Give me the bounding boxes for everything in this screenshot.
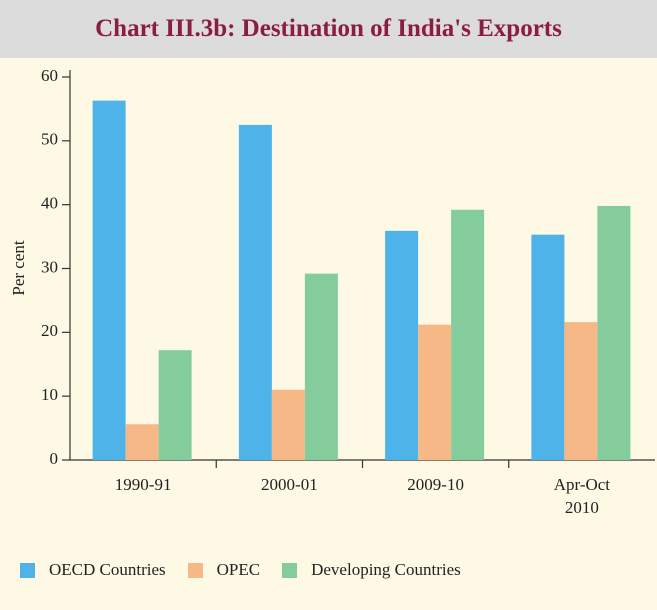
bar [451, 209, 485, 460]
bar [92, 100, 126, 460]
legend-swatch [20, 562, 35, 578]
bar [238, 124, 272, 460]
legend-item: OPEC [187, 560, 261, 580]
x-tick-label: Apr-Oct 2010 [553, 475, 611, 517]
x-tick-label: 2000-01 [261, 475, 318, 494]
y-tick-label: 10 [41, 385, 58, 404]
legend-item: Developing Countries [282, 560, 461, 580]
x-tick-label: 1990-91 [114, 475, 172, 494]
title-bar: Chart III.3b: Destination of India's Exp… [0, 0, 657, 58]
legend-swatch [282, 562, 298, 578]
chart-title: Chart III.3b: Destination of India's Exp… [95, 15, 562, 42]
legend-swatch [187, 562, 203, 578]
legend-item: OECD Countries [20, 560, 166, 580]
legend-label: OECD Countries [49, 560, 166, 579]
x-tick-label: 2009-10 [407, 475, 464, 494]
bar [304, 273, 338, 460]
bar [531, 234, 565, 460]
bar [564, 322, 598, 460]
legend-label: Developing Countries [311, 560, 461, 579]
y-axis-label: Per cent [9, 240, 28, 296]
y-tick-label: 30 [41, 257, 58, 276]
bar [597, 205, 631, 460]
bar [385, 230, 419, 460]
bar [158, 350, 192, 460]
y-tick-label: 60 [41, 66, 58, 85]
y-tick-label: 0 [50, 449, 59, 468]
legend: OECD Countries OPEC Developing Countries [20, 560, 483, 580]
legend-label: OPEC [216, 560, 261, 579]
bar [271, 389, 305, 460]
bar [418, 324, 452, 460]
bar [125, 424, 159, 460]
y-tick-label: 50 [41, 130, 58, 149]
y-tick-label: 40 [41, 194, 58, 213]
y-tick-label: 20 [41, 321, 58, 340]
